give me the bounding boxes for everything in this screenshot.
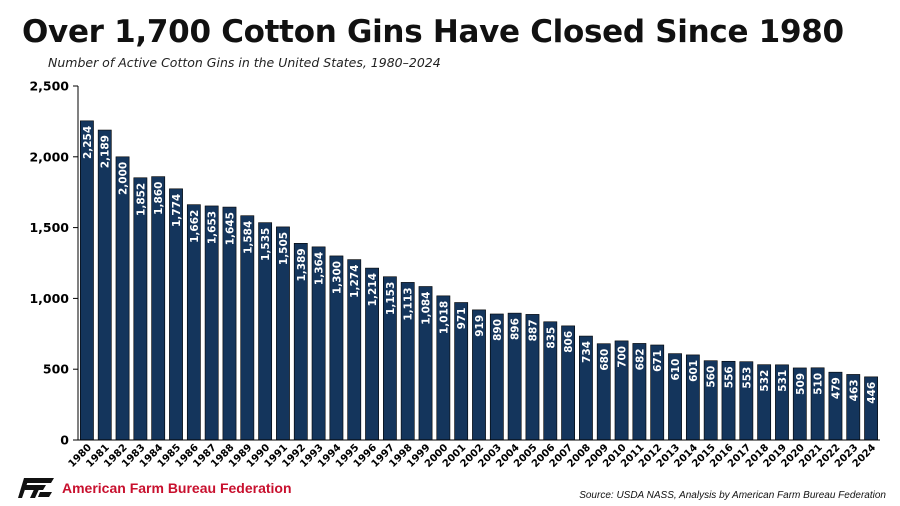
- bar-value-label: 1,505: [278, 232, 290, 265]
- y-tick-label: 1,000: [29, 291, 69, 306]
- bar: [80, 120, 94, 441]
- bar-value-label: 446: [866, 382, 878, 404]
- y-tick-label: 2,500: [29, 79, 69, 94]
- bar-value-label: 971: [456, 308, 468, 330]
- bar-value-label: 532: [759, 370, 771, 392]
- bar-value-label: 671: [652, 350, 664, 372]
- bar-value-label: 1,774: [171, 194, 183, 227]
- bar-value-label: 1,018: [438, 301, 450, 334]
- x-axis-ticks: 1980198119821983198419851986198719881989…: [67, 442, 879, 469]
- bar-value-label: 890: [492, 319, 504, 341]
- y-tick-label: 0: [60, 433, 69, 448]
- bar-value-label: 1,662: [189, 210, 201, 243]
- bar-value-label: 560: [706, 366, 718, 388]
- bar-value-label: 610: [670, 359, 682, 381]
- bars: 2,254 2,189 2,000 1,852 1,860 1,774 1,662 1,653…: [80, 120, 878, 441]
- source-note: Source: USDA NASS, Analysis by American …: [579, 490, 886, 501]
- bar-value-label: 1,535: [260, 228, 272, 261]
- footer-logo: American Farm Bureau Federation: [18, 478, 292, 498]
- bar-value-label: 2,254: [82, 126, 94, 159]
- bar-value-label: 1,364: [314, 252, 326, 285]
- chart-title: Over 1,700 Cotton Gins Have Closed Since…: [22, 14, 844, 50]
- bar-value-label: 1,852: [135, 183, 147, 216]
- bar: [133, 177, 148, 441]
- bar-value-label: 463: [848, 379, 860, 401]
- bar-value-label: 1,153: [385, 282, 397, 315]
- organization-name: American Farm Bureau Federation: [62, 480, 292, 496]
- bar-value-label: 1,214: [367, 273, 379, 306]
- bar: [97, 129, 112, 441]
- bar: [115, 156, 130, 441]
- bar-value-label: 2,000: [118, 162, 130, 195]
- bar-value-label: 531: [777, 370, 789, 392]
- bar-value-label: 1,584: [242, 221, 254, 254]
- bar-value-label: 601: [688, 360, 700, 382]
- bar-value-label: 479: [830, 377, 842, 399]
- bar-value-label: 680: [599, 349, 611, 371]
- bar-value-label: 1,274: [349, 265, 361, 298]
- y-tick-label: 500: [43, 362, 69, 377]
- bar-value-label: 1,645: [224, 212, 236, 245]
- y-axis-ticks: 0 500 1,000 1,500 2,000 2,500: [29, 79, 78, 448]
- bar-value-label: 700: [617, 346, 629, 368]
- chart-subtitle: Number of Active Cotton Gins in the Unit…: [48, 55, 441, 70]
- bar-value-label: 510: [813, 373, 825, 395]
- bar-value-label: 2,189: [100, 135, 112, 168]
- bar-value-label: 896: [510, 318, 522, 340]
- bar-value-label: 806: [563, 331, 575, 353]
- bar-value-label: 682: [634, 348, 646, 370]
- afbf-logo-icon: [18, 478, 54, 498]
- bar-value-label: 919: [474, 315, 486, 337]
- bar-value-label: 1,860: [153, 182, 165, 215]
- y-tick-label: 1,500: [29, 220, 69, 235]
- bar-value-label: 835: [545, 327, 557, 349]
- bar-value-label: 1,300: [331, 261, 343, 294]
- bar-value-label: 1,389: [296, 248, 308, 281]
- bar-value-label: 1,113: [403, 287, 415, 320]
- bar-value-label: 734: [581, 341, 593, 363]
- bar-value-label: 553: [741, 367, 753, 389]
- bar-value-label: 1,084: [421, 292, 433, 325]
- bar-value-label: 1,653: [207, 211, 219, 244]
- bar-value-label: 509: [795, 373, 807, 395]
- y-tick-label: 2,000: [29, 149, 69, 164]
- bar-value-label: 556: [724, 366, 736, 388]
- bar-value-label: 887: [527, 319, 539, 341]
- bar: [151, 176, 166, 441]
